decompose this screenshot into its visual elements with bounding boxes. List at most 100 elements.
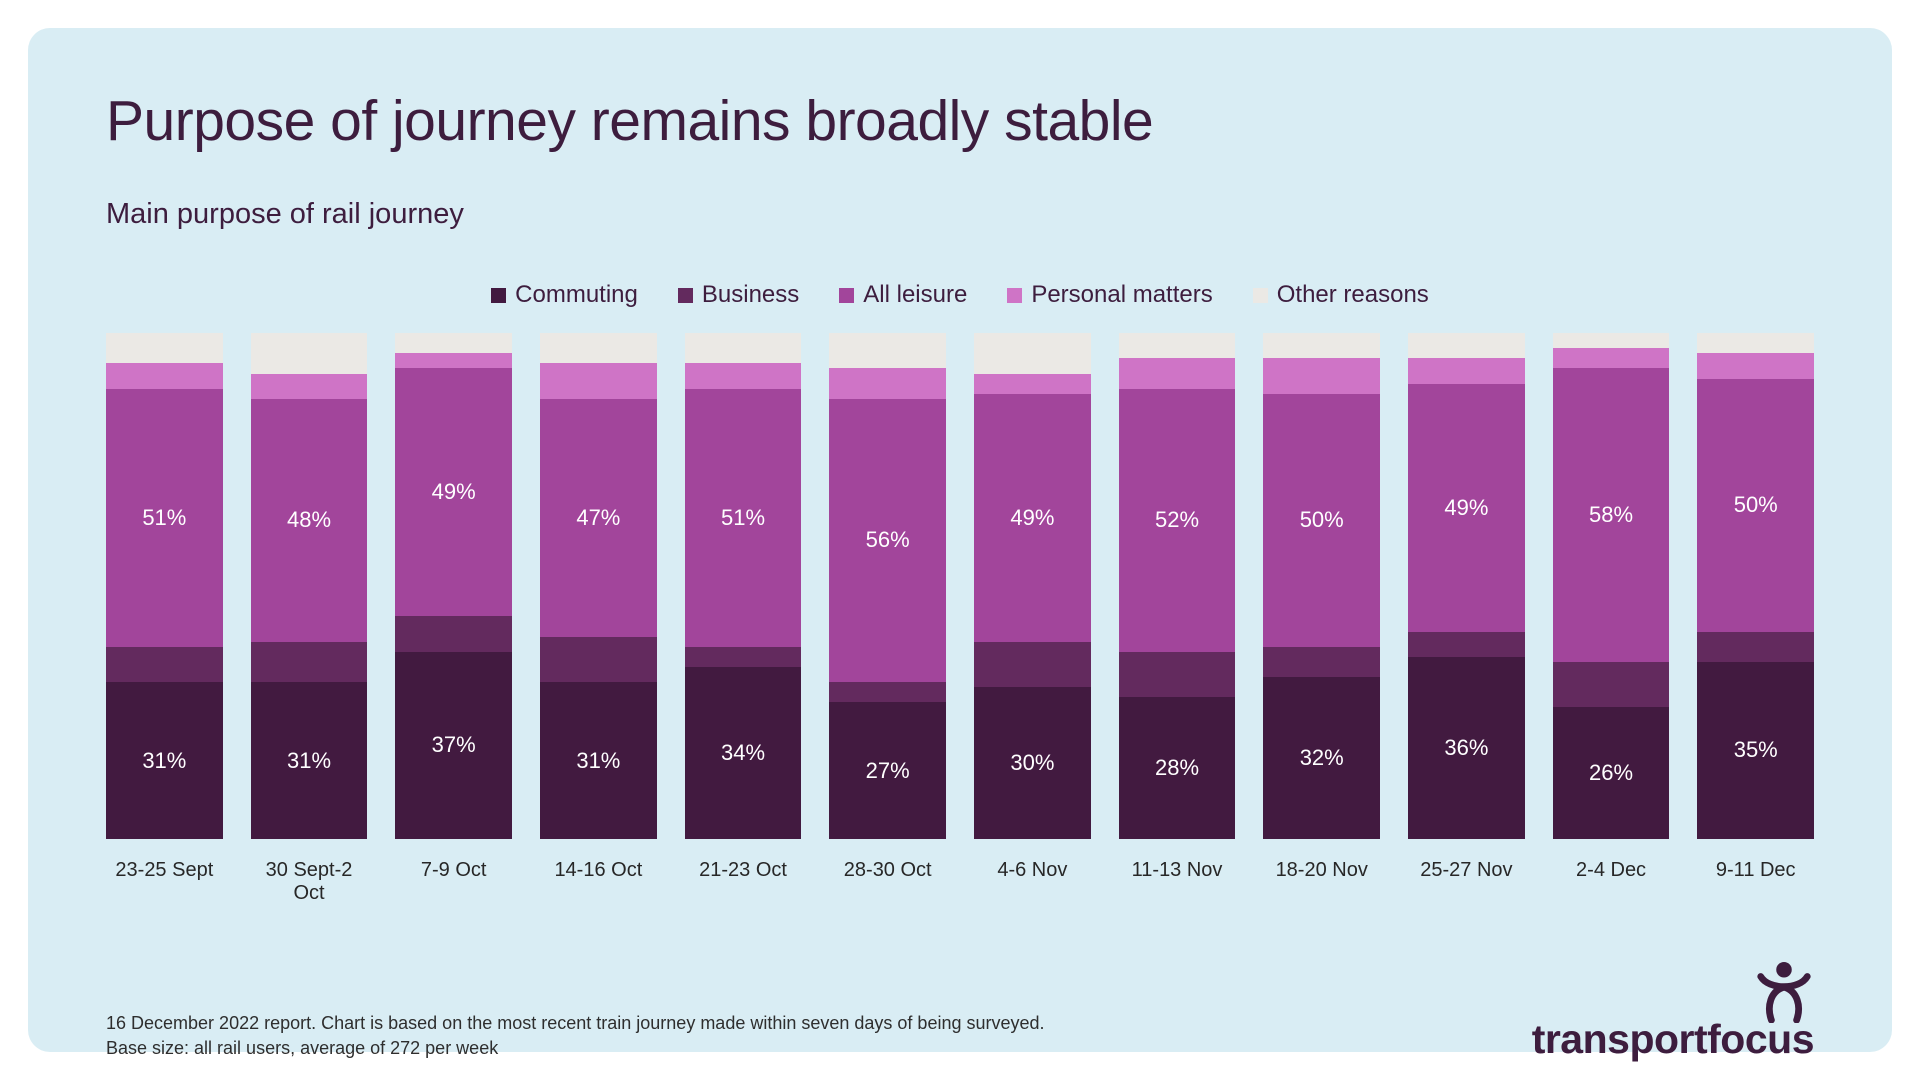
segment-value-label: 58% <box>1589 502 1634 528</box>
segment-value-label: 49% <box>431 479 476 505</box>
segment-all_leisure: 49% <box>974 393 1091 642</box>
segment-value-label: 52% <box>1155 507 1200 533</box>
bar-column: 32% 50% <box>1263 333 1381 839</box>
bar-column: 37% 49% <box>395 333 513 839</box>
segment-personal_matters <box>1118 358 1236 389</box>
bar-column: 34% 51% <box>684 333 802 839</box>
legend-item: Other reasons <box>1252 281 1429 309</box>
segment-value-label: 50% <box>1733 492 1778 518</box>
segment-commuting: 27% <box>829 702 947 839</box>
transportfocus-person-icon <box>1757 961 1811 1023</box>
segment-business <box>684 646 802 667</box>
footnote-line-1: 16 December 2022 report. Chart is based … <box>106 1013 1045 1034</box>
x-axis-label: 25-27 Nov <box>1420 859 1513 881</box>
x-axis-labels: 23-25 Sept 30 Sept-2 Oct 7-9 Oct 14-16 Oct 2… <box>106 859 1814 905</box>
segment-value-label: 31% <box>286 747 332 773</box>
segment-commuting: 32% <box>1263 677 1381 839</box>
segment-commuting: 31% <box>250 682 368 839</box>
segment-all_leisure: 50% <box>1697 378 1815 632</box>
segment-personal_matters <box>1263 358 1381 394</box>
bar-column: 36% 49% <box>1408 333 1525 839</box>
legend-label: Other reasons <box>1276 281 1429 308</box>
segment-business <box>250 641 368 683</box>
x-axis-label: 23-25 Sept <box>115 859 214 881</box>
segment-value-label: 51% <box>721 504 766 530</box>
segment-commuting: 37% <box>395 651 513 839</box>
legend-label: All leisure <box>863 281 968 308</box>
segment-personal_matters <box>1552 348 1670 369</box>
segment-business <box>1408 631 1525 657</box>
bar-column: 35% 50% <box>1697 333 1815 839</box>
segment-all_leisure: 51% <box>106 388 223 647</box>
segment-business <box>106 646 223 683</box>
segment-value-label: 47% <box>576 504 621 530</box>
segment-value-label: 31% <box>576 747 621 773</box>
segment-commuting: 35% <box>1697 661 1815 839</box>
segment-commuting: 30% <box>974 687 1091 839</box>
footnote: 16 December 2022 report. Chart is based … <box>106 1011 1045 1060</box>
segment-other_reasons <box>1408 333 1525 359</box>
segment-personal_matters <box>829 368 947 399</box>
segment-value-label: 31% <box>142 747 187 773</box>
segment-business <box>974 641 1091 688</box>
legend-swatch-icon <box>1252 287 1268 303</box>
page-title: Purpose of journey remains broadly stabl… <box>106 89 1154 153</box>
brand-name: transportfocus <box>1531 1016 1815 1062</box>
segment-commuting: 36% <box>1408 656 1525 839</box>
bar-column: 28% 52% <box>1118 333 1236 839</box>
segment-value-label: 56% <box>865 527 910 553</box>
segment-personal_matters <box>250 373 368 399</box>
segment-commuting: 28% <box>1118 697 1236 839</box>
segment-personal_matters <box>1408 358 1525 384</box>
segment-all_leisure: 58% <box>1552 368 1670 662</box>
bar-column: 26% 58% <box>1552 333 1670 839</box>
segment-personal_matters <box>395 353 513 369</box>
segment-all_leisure: 47% <box>540 398 657 637</box>
segment-value-label: 51% <box>142 504 187 530</box>
segment-value-label: 49% <box>1444 494 1489 520</box>
segment-other_reasons <box>1263 333 1381 359</box>
bar-column: 30% 49% <box>974 333 1091 839</box>
bar-column: 31% 51% <box>106 333 223 839</box>
segment-value-label: 26% <box>1589 760 1634 786</box>
bar-column: 27% 56% <box>829 333 947 839</box>
x-axis-label: 28-30 Oct <box>843 859 932 881</box>
legend-label: Business <box>701 281 800 308</box>
segment-other_reasons <box>974 333 1091 374</box>
legend-swatch-icon <box>839 287 855 303</box>
x-axis-label: 11-13 Nov <box>1131 859 1223 881</box>
segment-all_leisure: 56% <box>829 398 947 683</box>
chart-legend: Commuting Business All leisure Personal mat… <box>106 281 1814 309</box>
segment-personal_matters <box>106 363 223 389</box>
x-axis-label: 2-4 Dec <box>1576 859 1647 881</box>
legend-label: Commuting <box>515 281 638 308</box>
segment-business <box>540 636 657 683</box>
segment-other_reasons <box>250 333 368 374</box>
brand-logo: transportfocus <box>1531 961 1815 1062</box>
legend-item: All leisure <box>839 281 967 309</box>
segment-value-label: 34% <box>721 739 766 765</box>
segment-all_leisure: 49% <box>395 368 513 617</box>
x-axis-label: 21-23 Oct <box>699 859 787 881</box>
x-axis-label: 4-6 Nov <box>997 859 1068 881</box>
segment-commuting: 34% <box>684 666 802 839</box>
segment-other_reasons <box>1697 333 1815 354</box>
segment-other_reasons <box>106 333 223 364</box>
segment-commuting: 31% <box>540 682 657 839</box>
segment-other_reasons <box>540 333 657 364</box>
stacked-bar-chart: 31% 51% 31% 48% 37% 49% 31% 47% 34% 51% 27% 56% 30% 4… <box>106 333 1815 905</box>
segment-all_leisure: 50% <box>1263 393 1381 647</box>
segment-all_leisure: 49% <box>1408 383 1525 632</box>
legend-swatch-icon <box>491 287 507 303</box>
legend-label: Personal matters <box>1031 281 1213 308</box>
bars-container: 31% 51% 31% 48% 37% 49% 31% 47% 34% 51% 27% 56% 30% 4… <box>106 333 1815 839</box>
legend-swatch-icon <box>677 287 693 303</box>
segment-all_leisure: 48% <box>250 398 368 642</box>
segment-personal_matters <box>974 373 1091 394</box>
x-axis-label: 18-20 Nov <box>1275 859 1368 881</box>
segment-value-label: 27% <box>865 757 910 783</box>
segment-other_reasons <box>395 333 513 354</box>
segment-value-label: 49% <box>1010 504 1055 530</box>
segment-personal_matters <box>684 363 802 389</box>
